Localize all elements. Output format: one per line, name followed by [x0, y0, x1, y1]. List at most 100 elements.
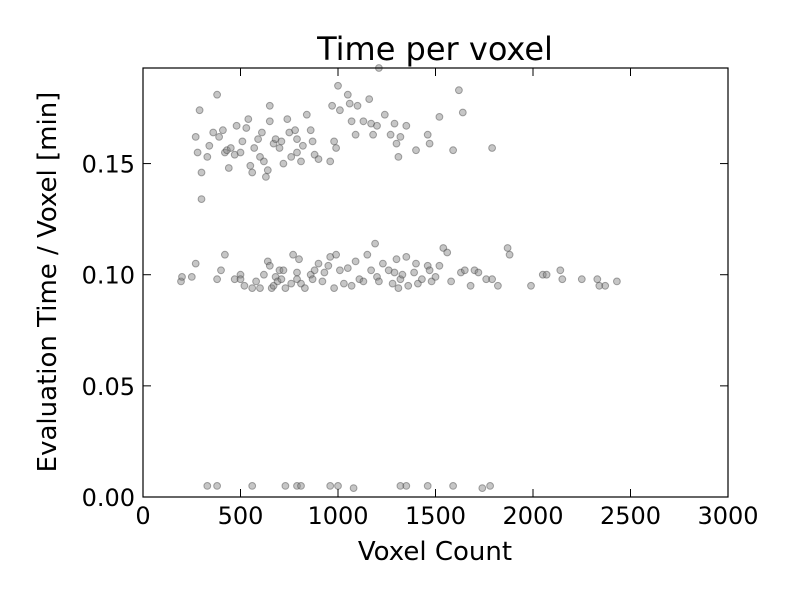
x-axis: 0 500 1000 1500 2000 2500 3000 — [135, 68, 759, 530]
data-point — [343, 90, 352, 99]
data-point — [474, 268, 483, 277]
data-point — [291, 126, 300, 135]
data-point — [293, 275, 301, 284]
data-point — [230, 275, 239, 284]
data-point — [238, 137, 247, 146]
data-point — [343, 264, 352, 273]
data-point — [334, 482, 342, 490]
data-point — [447, 277, 456, 286]
data-point — [326, 482, 335, 490]
data-point — [287, 279, 296, 288]
data-point — [347, 281, 356, 290]
data-point — [232, 121, 241, 130]
data-point — [470, 266, 479, 275]
x-tick-label: 3000 — [697, 502, 758, 530]
data-point — [197, 195, 206, 204]
data-point — [423, 261, 432, 270]
data-point — [285, 128, 294, 137]
data-point — [326, 157, 335, 166]
data-point — [277, 137, 286, 146]
data-point — [542, 270, 551, 279]
y-tick-label: 0.05 — [82, 373, 135, 401]
data-point — [527, 281, 535, 290]
data-point — [431, 273, 440, 281]
data-point — [203, 482, 212, 490]
data-point — [390, 119, 399, 128]
data-point — [265, 117, 274, 126]
data-point — [314, 259, 323, 268]
data-point — [297, 482, 305, 490]
data-point — [260, 270, 268, 279]
data-point — [439, 244, 448, 252]
data-point — [297, 157, 305, 166]
data-point — [205, 141, 214, 150]
data-point — [248, 168, 257, 177]
data-point — [293, 148, 301, 157]
x-tick-label: 1000 — [307, 502, 368, 530]
data-point — [392, 139, 401, 148]
data-point — [488, 144, 497, 152]
data-point — [402, 121, 411, 130]
data-point — [230, 150, 239, 159]
data-point — [221, 250, 229, 259]
data-point — [191, 133, 200, 141]
data-point — [404, 281, 413, 290]
data-point — [236, 270, 245, 279]
data-point — [449, 146, 458, 155]
data-point — [301, 284, 309, 293]
x-tick-label: 500 — [218, 502, 264, 530]
data-point — [242, 124, 251, 132]
data-point — [236, 148, 245, 157]
data-point — [402, 482, 411, 490]
data-point — [279, 266, 288, 275]
data-point — [252, 277, 261, 286]
data-point — [324, 261, 333, 270]
data-point — [355, 275, 364, 284]
data-point — [263, 166, 272, 175]
data-point — [359, 277, 368, 286]
data-point — [388, 279, 397, 288]
data-point — [213, 90, 222, 99]
data-point — [332, 144, 341, 152]
data-point — [380, 110, 389, 119]
data-point — [482, 275, 491, 284]
data-point — [373, 273, 381, 281]
data-point — [293, 482, 301, 490]
data-point — [187, 273, 196, 281]
data-point — [384, 266, 393, 275]
data-point — [254, 135, 263, 144]
data-point — [435, 113, 444, 121]
data-point — [394, 284, 403, 293]
data-point — [593, 275, 602, 284]
data-point — [427, 277, 436, 286]
data-point — [236, 275, 245, 284]
data-point — [410, 268, 419, 277]
x-tick-label: 2000 — [502, 502, 563, 530]
data-point — [412, 146, 420, 155]
data-point — [203, 153, 212, 161]
data-point — [265, 261, 274, 270]
data-point — [308, 275, 317, 284]
data-point — [466, 281, 475, 290]
data-point — [258, 128, 266, 137]
y-tick-label: 0.00 — [82, 484, 135, 512]
data-point — [269, 139, 278, 148]
data-point — [414, 279, 422, 288]
chart-title: Time per voxel — [316, 30, 553, 68]
data-point — [386, 130, 395, 139]
data-point — [244, 115, 253, 123]
data-point — [271, 273, 280, 281]
data-point — [293, 135, 301, 144]
data-point — [347, 117, 356, 126]
data-point — [217, 266, 225, 275]
data-point — [226, 144, 235, 152]
x-tick-label: 0 — [135, 502, 150, 530]
data-point — [279, 159, 288, 168]
data-point — [486, 482, 495, 490]
data-point — [283, 115, 292, 123]
data-point — [332, 250, 341, 259]
data-point — [577, 275, 586, 284]
data-point — [310, 266, 319, 275]
data-point — [345, 99, 354, 108]
